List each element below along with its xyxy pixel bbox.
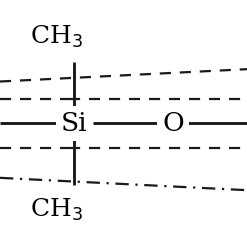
Text: CH$_3$: CH$_3$	[30, 24, 83, 50]
Text: CH$_3$: CH$_3$	[30, 197, 83, 223]
Text: O: O	[162, 111, 184, 136]
Text: Si: Si	[61, 111, 87, 136]
